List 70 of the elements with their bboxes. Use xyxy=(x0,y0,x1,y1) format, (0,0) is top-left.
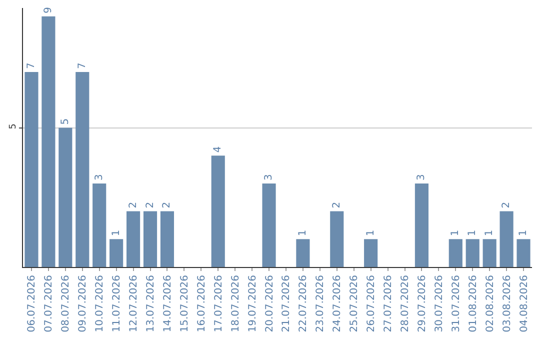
data-label: 2 xyxy=(128,202,139,208)
bar xyxy=(364,239,378,267)
data-label: 9 xyxy=(42,6,54,14)
data-label: 1 xyxy=(518,230,530,236)
data-label: 1 xyxy=(110,230,122,236)
bar xyxy=(160,211,174,267)
x-tick-label: 11.07.2026 xyxy=(112,275,123,332)
data-label: 1 xyxy=(450,230,462,236)
x-tick-label: 18.07.2026 xyxy=(230,275,242,332)
bar xyxy=(500,211,514,267)
x-tick-label: 30.07.2026 xyxy=(434,275,445,332)
x-tick-label: 24.07.2026 xyxy=(332,275,344,332)
x-tick-label: 01.08.2026 xyxy=(468,275,479,332)
bar xyxy=(42,16,56,267)
bar xyxy=(466,239,480,267)
x-tick-label: 23.07.2026 xyxy=(315,275,326,332)
x-tick-label: 27.07.2026 xyxy=(383,275,394,332)
data-label: 3 xyxy=(264,174,275,180)
bar xyxy=(92,183,106,267)
x-tick-label: 19.07.2026 xyxy=(247,275,258,332)
x-tick-label: 12.07.2026 xyxy=(128,275,140,332)
bar xyxy=(516,239,530,267)
data-label: 1 xyxy=(484,230,496,236)
bar xyxy=(110,239,124,267)
bar xyxy=(58,128,72,267)
bar xyxy=(482,239,496,267)
data-label: 3 xyxy=(416,174,428,180)
bar xyxy=(414,183,428,267)
x-tick-label: 07.07.2026 xyxy=(44,275,55,332)
bar xyxy=(330,211,344,267)
x-tick-label: 31.07.2026 xyxy=(450,275,462,332)
data-label: 5 xyxy=(60,118,71,125)
x-tick-label: 09.07.2026 xyxy=(78,275,89,332)
data-label: 2 xyxy=(501,202,512,208)
data-label: 1 xyxy=(365,230,376,236)
x-tick-label: 15.07.2026 xyxy=(179,275,190,332)
x-tick-label: 22.07.2026 xyxy=(298,275,310,332)
x-tick-label: 04.08.2026 xyxy=(518,275,530,332)
x-tick-label: 13.07.2026 xyxy=(146,275,156,332)
bar xyxy=(143,211,158,267)
x-tick-label: 28.07.2026 xyxy=(400,275,411,332)
data-label: 4 xyxy=(212,146,224,153)
data-label: 1 xyxy=(297,230,308,236)
x-tick-label: 26.07.2026 xyxy=(366,275,378,332)
x-tick-label: 29.07.2026 xyxy=(416,275,428,332)
x-tick-label: 02.08.2026 xyxy=(484,275,496,332)
x-tick-label: 08.07.2026 xyxy=(60,275,72,332)
x-tick-label: 20.07.2026 xyxy=(264,275,276,332)
data-label: 2 xyxy=(144,202,156,208)
x-tick-label: 06.07.2026 xyxy=(26,275,38,332)
data-label: 2 xyxy=(162,202,173,208)
bar xyxy=(126,211,140,267)
bar xyxy=(296,239,310,267)
x-tick-label: 17.07.2026 xyxy=(213,275,224,332)
bar xyxy=(76,72,90,267)
data-label: 2 xyxy=(331,202,342,208)
x-tick-label: 21.07.2026 xyxy=(281,275,292,332)
bar xyxy=(211,156,225,267)
x-tick-label: 03.08.2026 xyxy=(502,275,513,332)
x-tick-label: 10.07.2026 xyxy=(94,275,106,332)
data-label: 1 xyxy=(467,230,478,236)
x-tick-label: 14.07.2026 xyxy=(162,275,174,332)
data-label: 3 xyxy=(94,174,105,180)
bar xyxy=(24,72,38,267)
bar xyxy=(262,183,276,267)
data-label: 7 xyxy=(76,62,88,70)
bar xyxy=(448,239,462,267)
data-label: 7 xyxy=(26,62,37,70)
x-tick-label: 25.07.2026 xyxy=(349,275,360,332)
x-tick-label: 16.07.2026 xyxy=(196,275,208,332)
